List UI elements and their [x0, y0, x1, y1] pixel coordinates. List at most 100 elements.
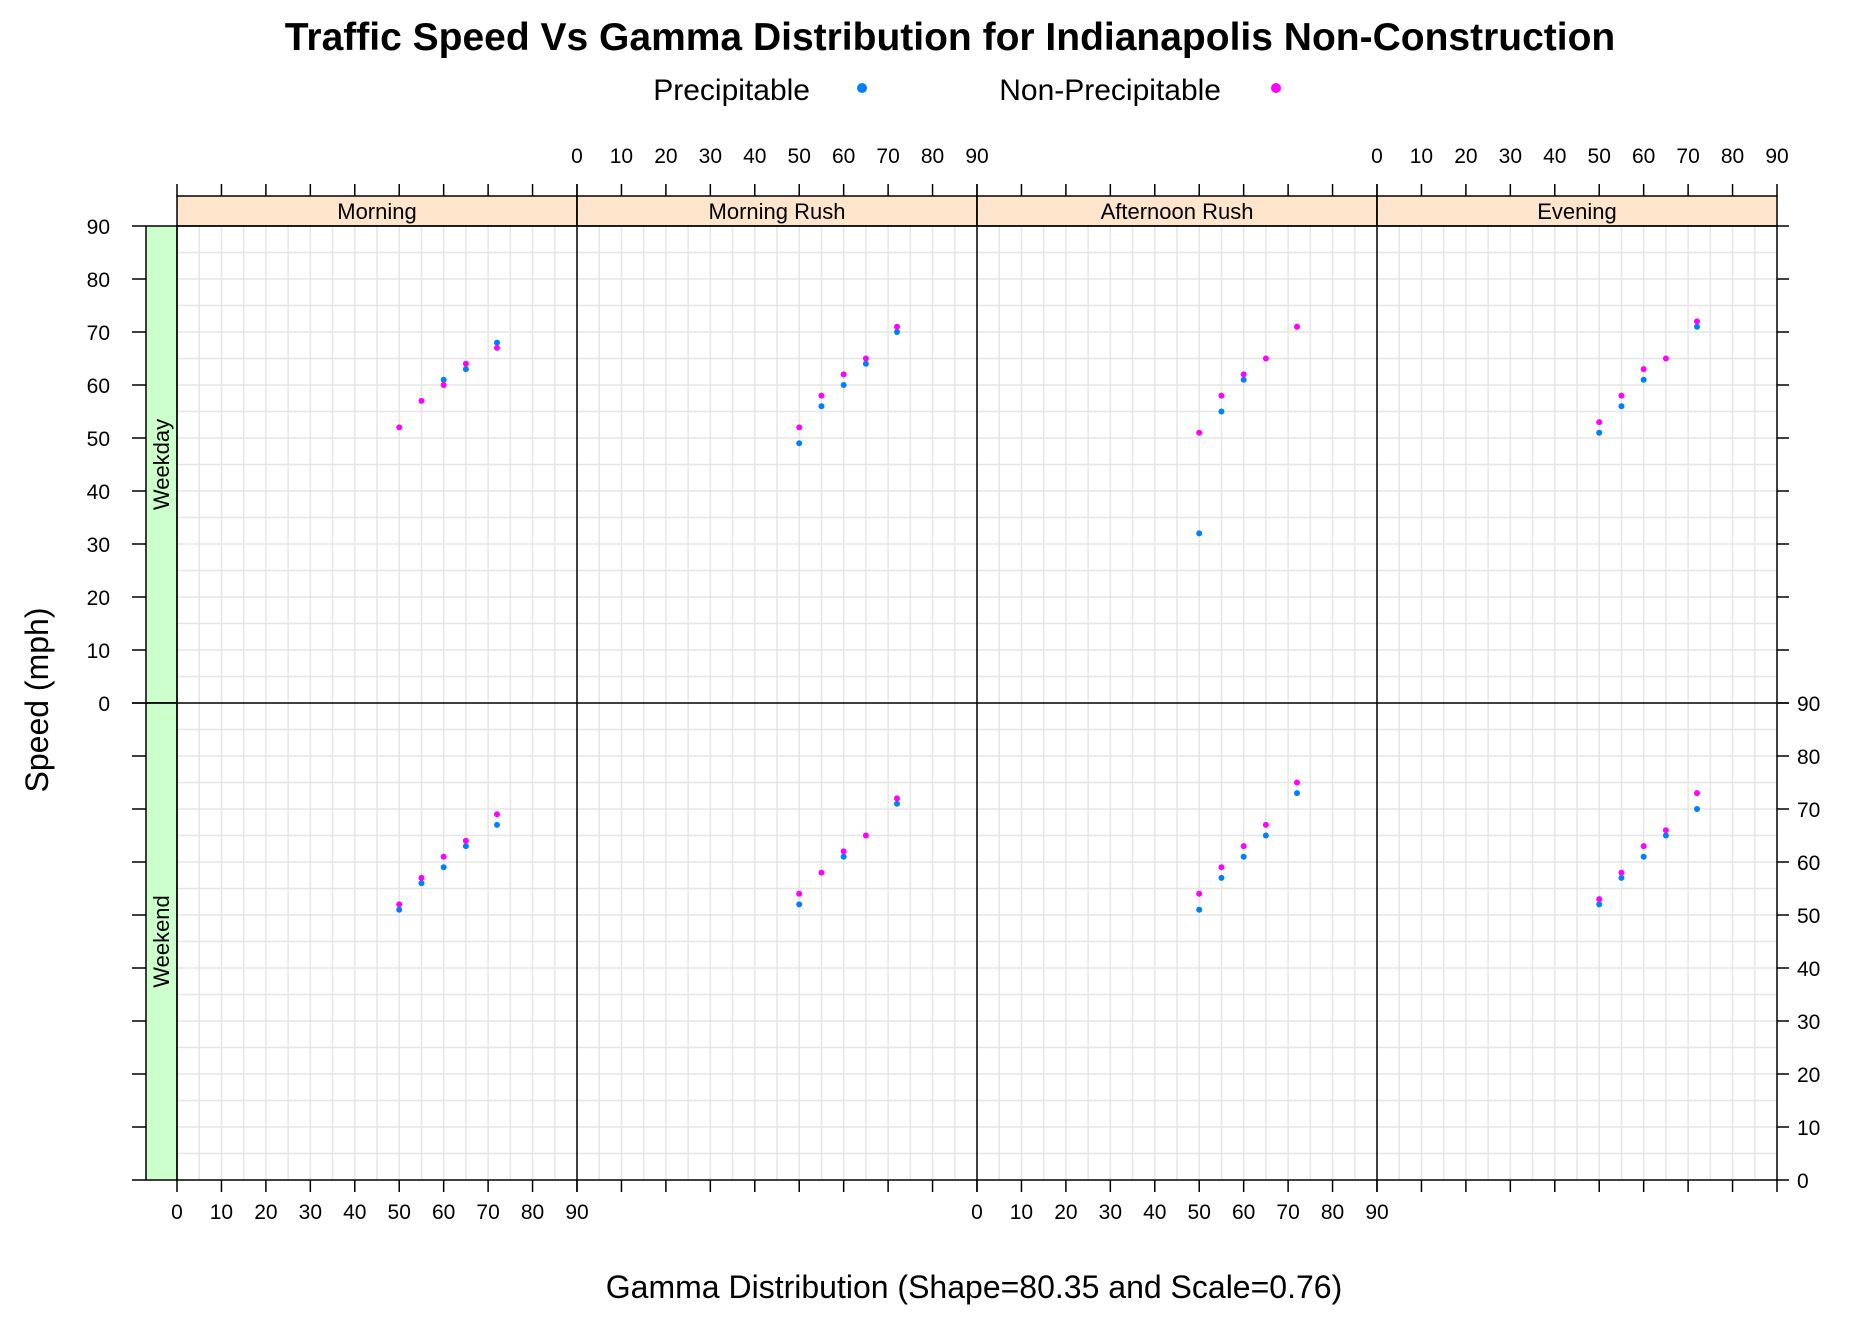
y-tick-label-left: 40	[87, 481, 110, 504]
x-tick-label-top: 0	[571, 145, 583, 168]
data-point-precipitable	[494, 821, 500, 828]
x-axis-title: Gamma Distribution (Shape=80.35 and Scal…	[606, 1269, 1342, 1305]
y-tick-label-right: 50	[1797, 905, 1820, 928]
x-tick-label-bottom: 10	[210, 1201, 233, 1224]
x-tick-label-top: 50	[788, 145, 811, 168]
data-point-non-precipitable	[894, 795, 900, 802]
x-tick-label-bottom: 60	[432, 1201, 455, 1224]
data-point-precipitable	[396, 906, 403, 913]
x-tick-label-bottom: 60	[1232, 1201, 1255, 1224]
data-point-precipitable	[1240, 853, 1247, 860]
x-tick-label-top: 20	[1454, 145, 1477, 168]
x-tick-label-bottom: 10	[1010, 1201, 1033, 1224]
x-tick-label-top: 80	[921, 145, 944, 168]
y-tick-label-left: 30	[87, 534, 110, 557]
data-point-precipitable	[440, 376, 447, 383]
data-point-precipitable	[1240, 376, 1247, 383]
data-point-non-precipitable	[462, 360, 469, 367]
y-axis-title: Speed (mph)	[19, 608, 55, 793]
data-point-non-precipitable	[818, 392, 825, 399]
data-point-precipitable	[462, 366, 469, 373]
x-tick-label-top: 40	[1543, 145, 1566, 168]
data-point-precipitable	[462, 843, 469, 850]
y-tick-label-right: 70	[1797, 799, 1820, 822]
data-point-non-precipitable	[440, 382, 447, 388]
data-point-precipitable	[494, 339, 500, 346]
y-tick-label-right: 30	[1797, 1011, 1820, 1034]
data-point-non-precipitable	[1694, 318, 1700, 325]
data-point-precipitable	[1262, 832, 1269, 839]
chart-title: Traffic Speed Vs Gamma Distribution for …	[285, 16, 1615, 59]
point-layer	[396, 318, 1700, 913]
x-tick-label-top: 40	[743, 145, 766, 168]
data-point-non-precipitable	[1294, 323, 1300, 330]
data-point-non-precipitable	[1294, 779, 1300, 786]
data-point-non-precipitable	[1618, 869, 1625, 876]
data-point-precipitable	[1596, 901, 1603, 908]
data-point-precipitable	[440, 864, 447, 871]
data-point-non-precipitable	[1218, 864, 1225, 871]
x-tick-label-top: 70	[1676, 145, 1699, 168]
x-tick-label-bottom: 80	[1321, 1201, 1344, 1224]
y-tick-label-left: 80	[87, 269, 110, 292]
y-tick-label-right: 20	[1797, 1064, 1820, 1087]
data-point-precipitable	[840, 853, 847, 860]
x-tick-label-top: 60	[1632, 145, 1655, 168]
data-point-precipitable	[818, 403, 825, 410]
data-point-non-precipitable	[396, 901, 403, 908]
data-point-non-precipitable	[1596, 419, 1603, 426]
data-point-non-precipitable	[1196, 890, 1203, 897]
data-point-non-precipitable	[1196, 429, 1203, 436]
data-point-non-precipitable	[1596, 896, 1603, 903]
x-tick-label-top: 70	[876, 145, 899, 168]
row-strip-label-weekday: Weekday	[149, 419, 174, 510]
data-point-non-precipitable	[894, 323, 900, 330]
x-tick-label-bottom: 70	[1276, 1201, 1299, 1224]
x-tick-label-bottom: 80	[521, 1201, 544, 1224]
data-point-non-precipitable	[1662, 827, 1669, 834]
data-point-non-precipitable	[396, 424, 403, 431]
data-point-non-precipitable	[862, 832, 869, 839]
x-tick-label-bottom: 90	[565, 1201, 588, 1224]
data-point-non-precipitable	[494, 344, 500, 351]
data-point-precipitable	[840, 382, 847, 388]
data-point-non-precipitable	[840, 371, 847, 378]
y-tick-label-left: 70	[87, 322, 110, 345]
strip-layer: Morning Morning Rush Afternoon Rush Evening…	[145, 195, 1778, 1181]
data-point-precipitable	[1218, 408, 1225, 415]
data-point-non-precipitable	[1662, 355, 1669, 362]
data-point-precipitable	[1640, 853, 1647, 860]
column-strip-label-morning-rush: Morning Rush	[709, 199, 846, 224]
data-point-precipitable	[1640, 376, 1647, 383]
data-point-non-precipitable	[1218, 392, 1225, 399]
y-tick-label-right: 10	[1797, 1117, 1820, 1140]
legend-marker-non-precipitable	[1271, 83, 1281, 93]
grid-layer	[177, 226, 1777, 1180]
x-tick-label-bottom: 40	[343, 1201, 366, 1224]
y-tick-label-right: 90	[1797, 693, 1820, 716]
x-tick-label-bottom: 70	[476, 1201, 499, 1224]
x-tick-label-bottom: 40	[1143, 1201, 1166, 1224]
legend-marker-precipitable	[857, 83, 867, 93]
y-tick-label-right: 60	[1797, 852, 1820, 875]
data-point-non-precipitable	[494, 811, 500, 818]
data-point-non-precipitable	[440, 853, 447, 860]
data-point-precipitable	[1662, 832, 1669, 839]
column-strip-label-morning: Morning	[337, 199, 416, 224]
data-point-precipitable	[1618, 874, 1625, 881]
column-strip	[1376, 195, 1778, 227]
data-point-precipitable	[418, 880, 425, 887]
data-point-precipitable	[796, 901, 803, 908]
column-strip-label-evening: Evening	[1537, 199, 1617, 224]
x-tick-label-top: 30	[699, 145, 722, 168]
x-tick-label-bottom: 30	[1099, 1201, 1122, 1224]
x-tick-label-bottom: 20	[1054, 1201, 1077, 1224]
tick-layer: 0 10 20 30 40 50 60 70 80 90 0 10 20 30 40 50 60 70 80 90 0 1…	[87, 145, 1821, 1224]
data-point-precipitable	[1694, 806, 1700, 812]
data-point-precipitable	[894, 329, 900, 335]
data-point-non-precipitable	[1262, 821, 1269, 828]
x-tick-label-top: 20	[654, 145, 677, 168]
data-point-non-precipitable	[462, 837, 469, 844]
x-tick-label-bottom: 0	[971, 1201, 983, 1224]
